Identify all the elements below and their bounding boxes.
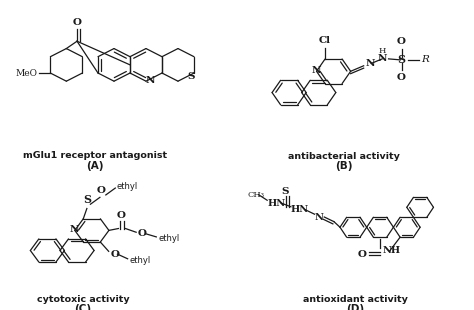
Text: antioxidant activity: antioxidant activity (303, 295, 408, 304)
Text: MeO: MeO (15, 69, 37, 78)
Text: NH: NH (383, 246, 401, 255)
Text: cytotoxic activity: cytotoxic activity (36, 295, 129, 304)
Text: S: S (282, 187, 289, 196)
Text: (D): (D) (346, 304, 365, 310)
Text: ethyl: ethyl (158, 234, 180, 243)
Text: Cl: Cl (319, 36, 331, 45)
Text: antibacterial activity: antibacterial activity (288, 152, 400, 161)
Text: N: N (70, 225, 80, 234)
Text: mGlu1 receptor antagonist: mGlu1 receptor antagonist (23, 151, 167, 160)
Text: HN: HN (291, 205, 309, 214)
Text: H: H (378, 47, 386, 55)
Text: R: R (421, 55, 429, 64)
Text: O: O (110, 250, 119, 259)
Text: HN: HN (267, 198, 285, 208)
Text: S: S (83, 194, 91, 205)
Text: CH₃: CH₃ (248, 191, 265, 199)
Text: S: S (398, 54, 406, 65)
Text: (B): (B) (335, 162, 352, 171)
Text: ethyl: ethyl (129, 255, 151, 265)
Text: N: N (146, 76, 155, 85)
Text: O: O (116, 211, 125, 220)
Text: (A): (A) (86, 161, 103, 171)
Text: N: N (377, 54, 387, 63)
Text: S: S (187, 72, 195, 81)
Text: O: O (97, 186, 106, 195)
Text: N: N (365, 59, 374, 68)
Text: (C): (C) (74, 304, 91, 310)
Text: O: O (138, 229, 147, 238)
Text: ethyl: ethyl (117, 182, 138, 191)
Text: O: O (397, 38, 406, 46)
Text: O: O (73, 18, 82, 27)
Text: N: N (312, 66, 321, 75)
Text: N: N (315, 212, 324, 222)
Text: O: O (358, 250, 367, 259)
Text: O: O (397, 73, 406, 82)
